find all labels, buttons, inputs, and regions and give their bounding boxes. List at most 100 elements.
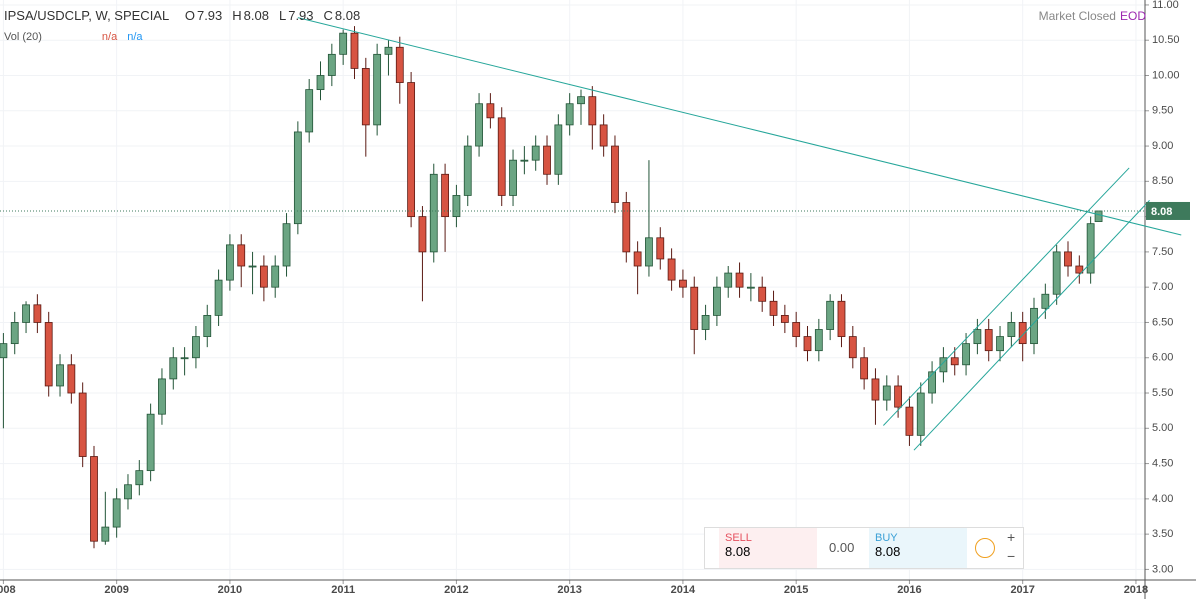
- y-tick-label: 8.50: [1152, 175, 1173, 187]
- candle-body: [384, 46, 393, 55]
- x-tick-label: 2010: [218, 584, 242, 596]
- candle-body: [1052, 251, 1061, 295]
- candle-body: [339, 32, 348, 55]
- candle-body: [554, 124, 563, 175]
- ohlc-label: C: [323, 8, 333, 23]
- candle-body: [407, 82, 416, 218]
- candle-body: [78, 392, 87, 457]
- y-tick-label: 5.50: [1152, 387, 1173, 399]
- minus-button[interactable]: −: [1007, 548, 1016, 564]
- candle-body: [497, 117, 506, 196]
- legend: IPSA/USDCLP, W, SPECIAL O 7.93 H 8.08 L 7.93 C…: [4, 8, 364, 23]
- candle-body: [271, 265, 280, 288]
- candle-body: [441, 173, 449, 218]
- candle-body: [1064, 251, 1072, 267]
- candle-body: [701, 315, 710, 330]
- y-tick-label: 6.50: [1152, 316, 1173, 328]
- candle-body: [860, 357, 869, 380]
- candle-body: [667, 258, 676, 281]
- ohlc: O 7.93 H 8.08 L 7.93 C 8.08: [175, 8, 362, 23]
- candle-body: [486, 103, 495, 119]
- candle-body: [418, 216, 427, 253]
- candle-body: [112, 498, 121, 528]
- candle-body: [146, 413, 155, 472]
- candle-body: [724, 272, 733, 288]
- ohlc-value: 7.93: [288, 8, 314, 23]
- candle-body: [588, 96, 597, 126]
- y-tick-label: 4.50: [1152, 457, 1173, 469]
- candle-body: [871, 378, 880, 401]
- candle-body: [33, 304, 42, 323]
- x-tick-label: 2014: [671, 584, 696, 596]
- y-tick-label: 10.00: [1152, 69, 1180, 81]
- candles: [0, 26, 1103, 549]
- x-tick-label: 2015: [784, 584, 808, 596]
- candle-body: [679, 279, 687, 288]
- candle-body: [509, 159, 517, 196]
- info-icon[interactable]: [975, 538, 995, 558]
- candle-body: [475, 103, 483, 147]
- ohlc-label: O: [184, 8, 195, 23]
- candle-body: [939, 357, 948, 373]
- candle-body: [192, 336, 200, 359]
- x-tick-label: 2009: [104, 584, 128, 596]
- candle-body: [837, 300, 846, 337]
- candle-body: [135, 470, 144, 486]
- y-tick-label: 11.00: [1152, 0, 1179, 11]
- trend-line: [297, 17, 1182, 236]
- indicator-name[interactable]: Vol (20): [4, 31, 42, 43]
- candle-body: [814, 329, 823, 352]
- candle-body: [633, 251, 642, 267]
- candle-body: [928, 371, 936, 394]
- candle-body: [577, 96, 585, 105]
- candle-body: [56, 364, 64, 387]
- symbol[interactable]: IPSA/USDCLP, W, SPECIAL: [4, 8, 170, 23]
- candle-body: [803, 336, 812, 352]
- plus-button[interactable]: +: [1007, 529, 1016, 545]
- candle-body: [316, 75, 325, 91]
- candle-body: [463, 145, 472, 196]
- y-tick-label: 5.00: [1152, 422, 1173, 434]
- candle-body: [1041, 293, 1050, 309]
- buy-price: 8.08: [875, 544, 901, 559]
- candle-body: [169, 357, 178, 380]
- y-tick-label: 9.00: [1152, 140, 1173, 152]
- candle-body: [622, 202, 631, 253]
- candle-body: [67, 364, 76, 394]
- candle-body: [124, 484, 132, 500]
- candle-body: [282, 223, 291, 267]
- candle-body: [90, 456, 98, 542]
- candle-body: [984, 329, 993, 352]
- candle-body: [237, 244, 246, 267]
- candle-body: [769, 300, 778, 316]
- candle-body: [395, 46, 404, 83]
- ohlc-label: H: [232, 8, 242, 23]
- candle-body: [520, 159, 529, 162]
- ohlc-value: 8.08: [243, 8, 269, 23]
- candle-body: [1086, 223, 1095, 274]
- candle-body: [645, 237, 653, 267]
- trade-panel: SELL 8.08 0.00 BUY 8.08 + −: [704, 527, 1024, 569]
- candle-body: [293, 131, 302, 225]
- candle-body: [1007, 322, 1016, 337]
- candle-body: [305, 89, 314, 133]
- candle-body: [712, 286, 721, 316]
- y-tick-label: 10.50: [1152, 34, 1180, 46]
- candle-body: [259, 265, 268, 288]
- candle-body: [452, 195, 461, 218]
- y-tick-label: 7.50: [1152, 246, 1173, 258]
- y-tick-label: 3.00: [1152, 563, 1173, 575]
- sell-label: SELL: [725, 532, 752, 544]
- candle-body: [226, 244, 234, 281]
- candle-body: [101, 526, 110, 542]
- candle-body: [373, 53, 382, 126]
- trend-line: [883, 167, 1130, 426]
- candle-body: [350, 32, 359, 69]
- buy-button[interactable]: BUY 8.08: [869, 528, 967, 568]
- sell-button[interactable]: SELL 8.08: [719, 528, 817, 568]
- y-tick-label: 7.00: [1152, 281, 1173, 293]
- y-tick-label: 3.50: [1152, 528, 1173, 540]
- market-status: Market Closed EOD: [1039, 9, 1146, 23]
- candle-body: [735, 272, 744, 288]
